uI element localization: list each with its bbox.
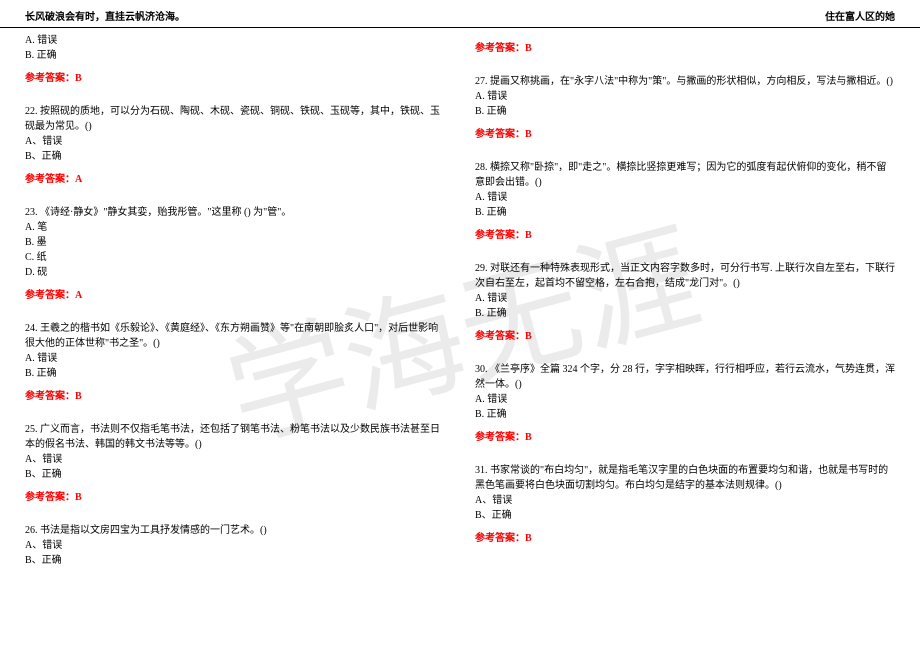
- answer-text: 参考答案：B: [475, 127, 895, 142]
- question-block: A. 错误 B. 正确 参考答案：B: [25, 33, 445, 86]
- question-block: 25. 广义而言，书法则不仅指毛笔书法，还包括了钢笔书法、粉笔书法以及少数民族书…: [25, 422, 445, 505]
- option-d: D. 砚: [25, 265, 445, 280]
- option-a: A、错误: [25, 452, 445, 467]
- question-block: 28. 横捺又称"卧捺"，即"走之"。横捺比竖捺更难写；因为它的弧度有起伏俯仰的…: [475, 160, 895, 243]
- question-text: 28. 横捺又称"卧捺"，即"走之"。横捺比竖捺更难写；因为它的弧度有起伏俯仰的…: [475, 160, 895, 190]
- question-text: 29. 对联还有一种特殊表现形式，当正文内容字数多时，可分行书写. 上联行次自左…: [475, 261, 895, 291]
- answer-text: 参考答案：B: [25, 389, 445, 404]
- answer-text: 参考答案：B: [475, 430, 895, 445]
- question-block: 23. 《诗经·静女》"静女其娈，贻我彤管。"这里称 () 为"管"。 A. 笔…: [25, 205, 445, 303]
- main-content: A. 错误 B. 正确 参考答案：B 22. 按照砚的质地，可以分为石砚、陶砚、…: [0, 28, 920, 591]
- option-a: A、错误: [25, 134, 445, 149]
- question-text: 26. 书法是指以文房四宝为工具抒发情感的一门艺术。(): [25, 523, 445, 538]
- header-left-text: 长风破浪会有时，直挂云帆济沧海。: [25, 8, 185, 23]
- option-b: B. 正确: [25, 48, 445, 63]
- answer-text: 参考答案：B: [475, 329, 895, 344]
- header-right-text: 住在富人区的她: [825, 8, 895, 23]
- answer-text: 参考答案：B: [25, 490, 445, 505]
- question-text: 23. 《诗经·静女》"静女其娈，贻我彤管。"这里称 () 为"管"。: [25, 205, 445, 220]
- question-text: 25. 广义而言，书法则不仅指毛笔书法，还包括了钢笔书法、粉笔书法以及少数民族书…: [25, 422, 445, 452]
- option-b: B. 正确: [25, 366, 445, 381]
- answer-text: 参考答案：B: [475, 228, 895, 243]
- option-a: A、错误: [25, 538, 445, 553]
- option-b: B、正确: [25, 467, 445, 482]
- option-a: A. 错误: [25, 351, 445, 366]
- option-b: B、正确: [475, 508, 895, 523]
- question-block: 27. 提画又称挑画，在"永字八法"中称为"策"。与撇画的形状相似，方向相反，写…: [475, 74, 895, 142]
- option-b: B. 正确: [475, 407, 895, 422]
- right-column: 参考答案：B 27. 提画又称挑画，在"永字八法"中称为"策"。与撇画的形状相似…: [460, 33, 895, 586]
- question-text: 22. 按照砚的质地，可以分为石砚、陶砚、木砚、瓷砚、铜砚、铁砚、玉砚等，其中，…: [25, 104, 445, 134]
- answer-text: 参考答案：B: [25, 71, 445, 86]
- question-text: 27. 提画又称挑画，在"永字八法"中称为"策"。与撇画的形状相似，方向相反，写…: [475, 74, 895, 89]
- question-block: 30. 《兰亭序》全篇 324 个字，分 28 行，字字相映晖，行行相呼应，若行…: [475, 362, 895, 445]
- option-b: B. 正确: [475, 104, 895, 119]
- question-block: 26. 书法是指以文房四宝为工具抒发情感的一门艺术。() A、错误 B、正确: [25, 523, 445, 568]
- question-block: 22. 按照砚的质地，可以分为石砚、陶砚、木砚、瓷砚、铜砚、铁砚、玉砚等，其中，…: [25, 104, 445, 187]
- option-b: B. 墨: [25, 235, 445, 250]
- left-column: A. 错误 B. 正确 参考答案：B 22. 按照砚的质地，可以分为石砚、陶砚、…: [25, 33, 460, 586]
- answer-text: 参考答案：B: [475, 531, 895, 546]
- option-b: B. 正确: [475, 306, 895, 321]
- question-block: 31. 书家常谈的"布白均匀"，就是指毛笔汉字里的白色块面的布置要均匀和谐，也就…: [475, 463, 895, 546]
- question-block: 24. 王羲之的楷书如《乐毅论》、《黄庭经》、《东方朔画赞》等"在南朝即脍炙人口…: [25, 321, 445, 404]
- option-b: B. 正确: [475, 205, 895, 220]
- option-a: A. 错误: [25, 33, 445, 48]
- answer-text: 参考答案：A: [25, 288, 445, 303]
- page-header: 长风破浪会有时，直挂云帆济沧海。 住在富人区的她: [0, 0, 920, 28]
- option-a: A、错误: [475, 493, 895, 508]
- question-block: 参考答案：B: [475, 41, 895, 56]
- question-text: 24. 王羲之的楷书如《乐毅论》、《黄庭经》、《东方朔画赞》等"在南朝即脍炙人口…: [25, 321, 445, 351]
- answer-text: 参考答案：A: [25, 172, 445, 187]
- question-text: 30. 《兰亭序》全篇 324 个字，分 28 行，字字相映晖，行行相呼应，若行…: [475, 362, 895, 392]
- option-a: A. 笔: [25, 220, 445, 235]
- option-a: A. 错误: [475, 392, 895, 407]
- option-a: A. 错误: [475, 89, 895, 104]
- option-c: C. 纸: [25, 250, 445, 265]
- option-b: B、正确: [25, 149, 445, 164]
- option-a: A. 错误: [475, 190, 895, 205]
- question-block: 29. 对联还有一种特殊表现形式，当正文内容字数多时，可分行书写. 上联行次自左…: [475, 261, 895, 344]
- option-b: B、正确: [25, 553, 445, 568]
- question-text: 31. 书家常谈的"布白均匀"，就是指毛笔汉字里的白色块面的布置要均匀和谐，也就…: [475, 463, 895, 493]
- answer-text: 参考答案：B: [475, 41, 895, 56]
- option-a: A. 错误: [475, 291, 895, 306]
